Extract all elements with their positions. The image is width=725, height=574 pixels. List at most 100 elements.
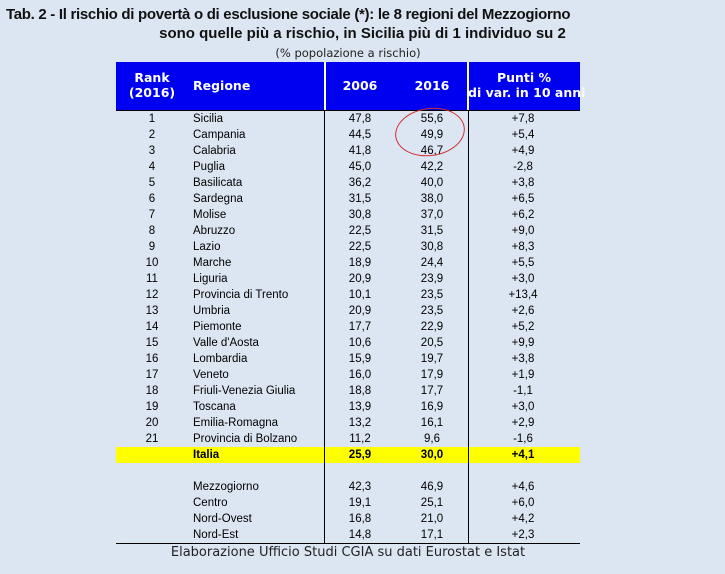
- value-2016-cell: 22,9: [420, 321, 444, 333]
- value-2016-cell: 37,0: [420, 209, 444, 221]
- table-title: Tab. 2 - Il rischio di povertà o di escl…: [0, 5, 725, 43]
- header-delta-line2: di var. in 10 anni: [468, 85, 586, 100]
- delta-cell: +3,0: [511, 273, 535, 285]
- region-cell: Veneto: [193, 369, 229, 381]
- value-2006-cell: 31,5: [348, 193, 372, 205]
- rank-cell: 16: [145, 353, 159, 365]
- value-2016-cell: 24,4: [420, 257, 444, 269]
- table-row: 6 Sardegna 31,5 38,0 +6,5: [116, 191, 580, 207]
- value-2016-cell: 55,6: [420, 113, 444, 125]
- value-2006-cell: 18,9: [348, 257, 372, 269]
- macro-area-row: Nord-Est 14,8 17,1 +2,3: [116, 527, 580, 543]
- table-row: 2 Campania 44,5 49,9 +5,4: [116, 127, 580, 143]
- value-2006-cell: 30,8: [348, 209, 372, 221]
- rank-cell: 17: [145, 369, 159, 381]
- value-2016-cell: 42,2: [420, 161, 444, 173]
- header-rank: Rank (2016): [118, 70, 186, 100]
- table-subtitle: (% popolazione a rischio): [275, 46, 421, 60]
- value-2006-cell: 13,9: [348, 401, 372, 413]
- value-2016-cell: 31,5: [420, 225, 444, 237]
- total-row-italia: Italia 25,9 30,0 +4,1: [116, 447, 580, 463]
- value-2006-cell: 16,8: [348, 513, 372, 525]
- table-row: 1 Sicilia 47,8 55,6 +7,8: [116, 111, 580, 127]
- value-2016-cell: 16,1: [420, 417, 444, 429]
- table-row: 20 Emilia-Romagna 13,2 16,1 +2,9: [116, 415, 580, 431]
- value-2016-cell: 23,5: [420, 289, 444, 301]
- value-2016-cell: 46,7: [420, 145, 444, 157]
- poverty-table: Rank (2016) Regione 2006 2016 Punti % di…: [116, 62, 585, 543]
- table-row: 14 Piemonte 17,7 22,9 +5,2: [116, 319, 580, 335]
- table-row: 11 Liguria 20,9 23,9 +3,0: [116, 271, 580, 287]
- delta-cell: -1,1: [513, 385, 533, 397]
- region-cell: Toscana: [193, 401, 236, 413]
- value-2006-cell: 18,8: [348, 385, 372, 397]
- rank-cell: 9: [148, 241, 156, 253]
- value-2016-cell: 38,0: [420, 193, 444, 205]
- rank-cell: 12: [145, 289, 159, 301]
- value-2016-cell: 23,9: [420, 273, 444, 285]
- rank-cell: 5: [148, 177, 156, 189]
- macro-area-row: Mezzogiorno 42,3 46,9 +4,6: [116, 479, 580, 495]
- value-2006-cell: 47,8: [348, 113, 372, 125]
- delta-cell: -1,6: [513, 433, 533, 445]
- region-cell: Sicilia: [193, 113, 224, 125]
- table-row: 8 Abruzzo 22,5 31,5 +9,0: [116, 223, 580, 239]
- region-cell: Italia: [193, 449, 220, 461]
- table-row: 10 Marche 18,9 24,4 +5,5: [116, 255, 580, 271]
- value-2006-cell: 41,8: [348, 145, 372, 157]
- delta-cell: +1,9: [511, 369, 535, 381]
- delta-cell: +13,4: [508, 289, 538, 301]
- value-2016-cell: 46,9: [420, 481, 444, 493]
- rank-cell: 19: [145, 401, 159, 413]
- table-row: 5 Basilicata 36,2 40,0 +3,8: [116, 175, 580, 191]
- region-cell: Molise: [193, 209, 227, 221]
- region-cell: Centro: [193, 497, 228, 509]
- header-separator: [467, 62, 469, 110]
- delta-cell: +6,5: [511, 193, 535, 205]
- table-body: 1 Sicilia 47,8 55,6 +7,8 2 Campania 44,5 49,9 +5,…: [116, 111, 580, 543]
- header-delta-line1: Punti %: [496, 70, 552, 85]
- spacer-row: [116, 463, 580, 479]
- rank-cell: 18: [145, 385, 159, 397]
- region-cell: Valle d'Aosta: [193, 337, 259, 349]
- table-row: 7 Molise 30,8 37,0 +6,2: [116, 207, 580, 223]
- table-row: 17 Veneto 16,0 17,9 +1,9: [116, 367, 580, 383]
- rank-cell: 1: [148, 113, 156, 125]
- delta-cell: +5,5: [511, 257, 535, 269]
- rank-cell: 8: [148, 225, 156, 237]
- delta-cell: +9,9: [511, 337, 535, 349]
- rank-cell: 3: [148, 145, 156, 157]
- delta-cell: -2,8: [513, 161, 533, 173]
- value-2006-cell: 10,6: [348, 337, 372, 349]
- value-2006-cell: 44,5: [348, 129, 372, 141]
- rank-cell: 2: [148, 129, 156, 141]
- rank-cell: 15: [145, 337, 159, 349]
- region-cell: Friuli-Venezia Giulia: [193, 385, 296, 397]
- header-2006: 2006: [342, 78, 378, 93]
- value-2016-cell: 9,6: [424, 433, 440, 445]
- table-row: 21 Provincia di Bolzano 11,2 9,6 -1,6: [116, 431, 580, 447]
- header-delta: Punti % di var. in 10 anni: [468, 70, 585, 100]
- rank-cell: 10: [145, 257, 159, 269]
- region-cell: Lombardia: [193, 353, 248, 365]
- table-bottom-border: [116, 543, 580, 544]
- header-rank-line1: Rank: [134, 70, 170, 85]
- value-2006-cell: 13,2: [348, 417, 372, 429]
- value-2016-cell: 19,7: [420, 353, 444, 365]
- value-2006-cell: 45,0: [348, 161, 372, 173]
- region-cell: Provincia di Trento: [193, 289, 289, 301]
- value-2006-cell: 19,1: [348, 497, 372, 509]
- rank-cell: 20: [145, 417, 159, 429]
- table-row: 15 Valle d'Aosta 10,6 20,5 +9,9: [116, 335, 580, 351]
- title-line-2: sono quelle più a rischio, in Sicilia pi…: [159, 25, 566, 42]
- region-cell: Puglia: [193, 161, 225, 173]
- value-2006-cell: 11,2: [349, 433, 371, 445]
- value-2006-cell: 14,8: [348, 529, 372, 541]
- value-2016-cell: 40,0: [420, 177, 444, 189]
- region-cell: Sardegna: [193, 193, 243, 205]
- value-2006-cell: 25,9: [348, 449, 372, 461]
- value-2006-cell: 22,5: [348, 241, 372, 253]
- value-2016-cell: 25,1: [420, 497, 444, 509]
- rank-cell: 6: [148, 193, 156, 205]
- delta-cell: +5,2: [511, 321, 535, 333]
